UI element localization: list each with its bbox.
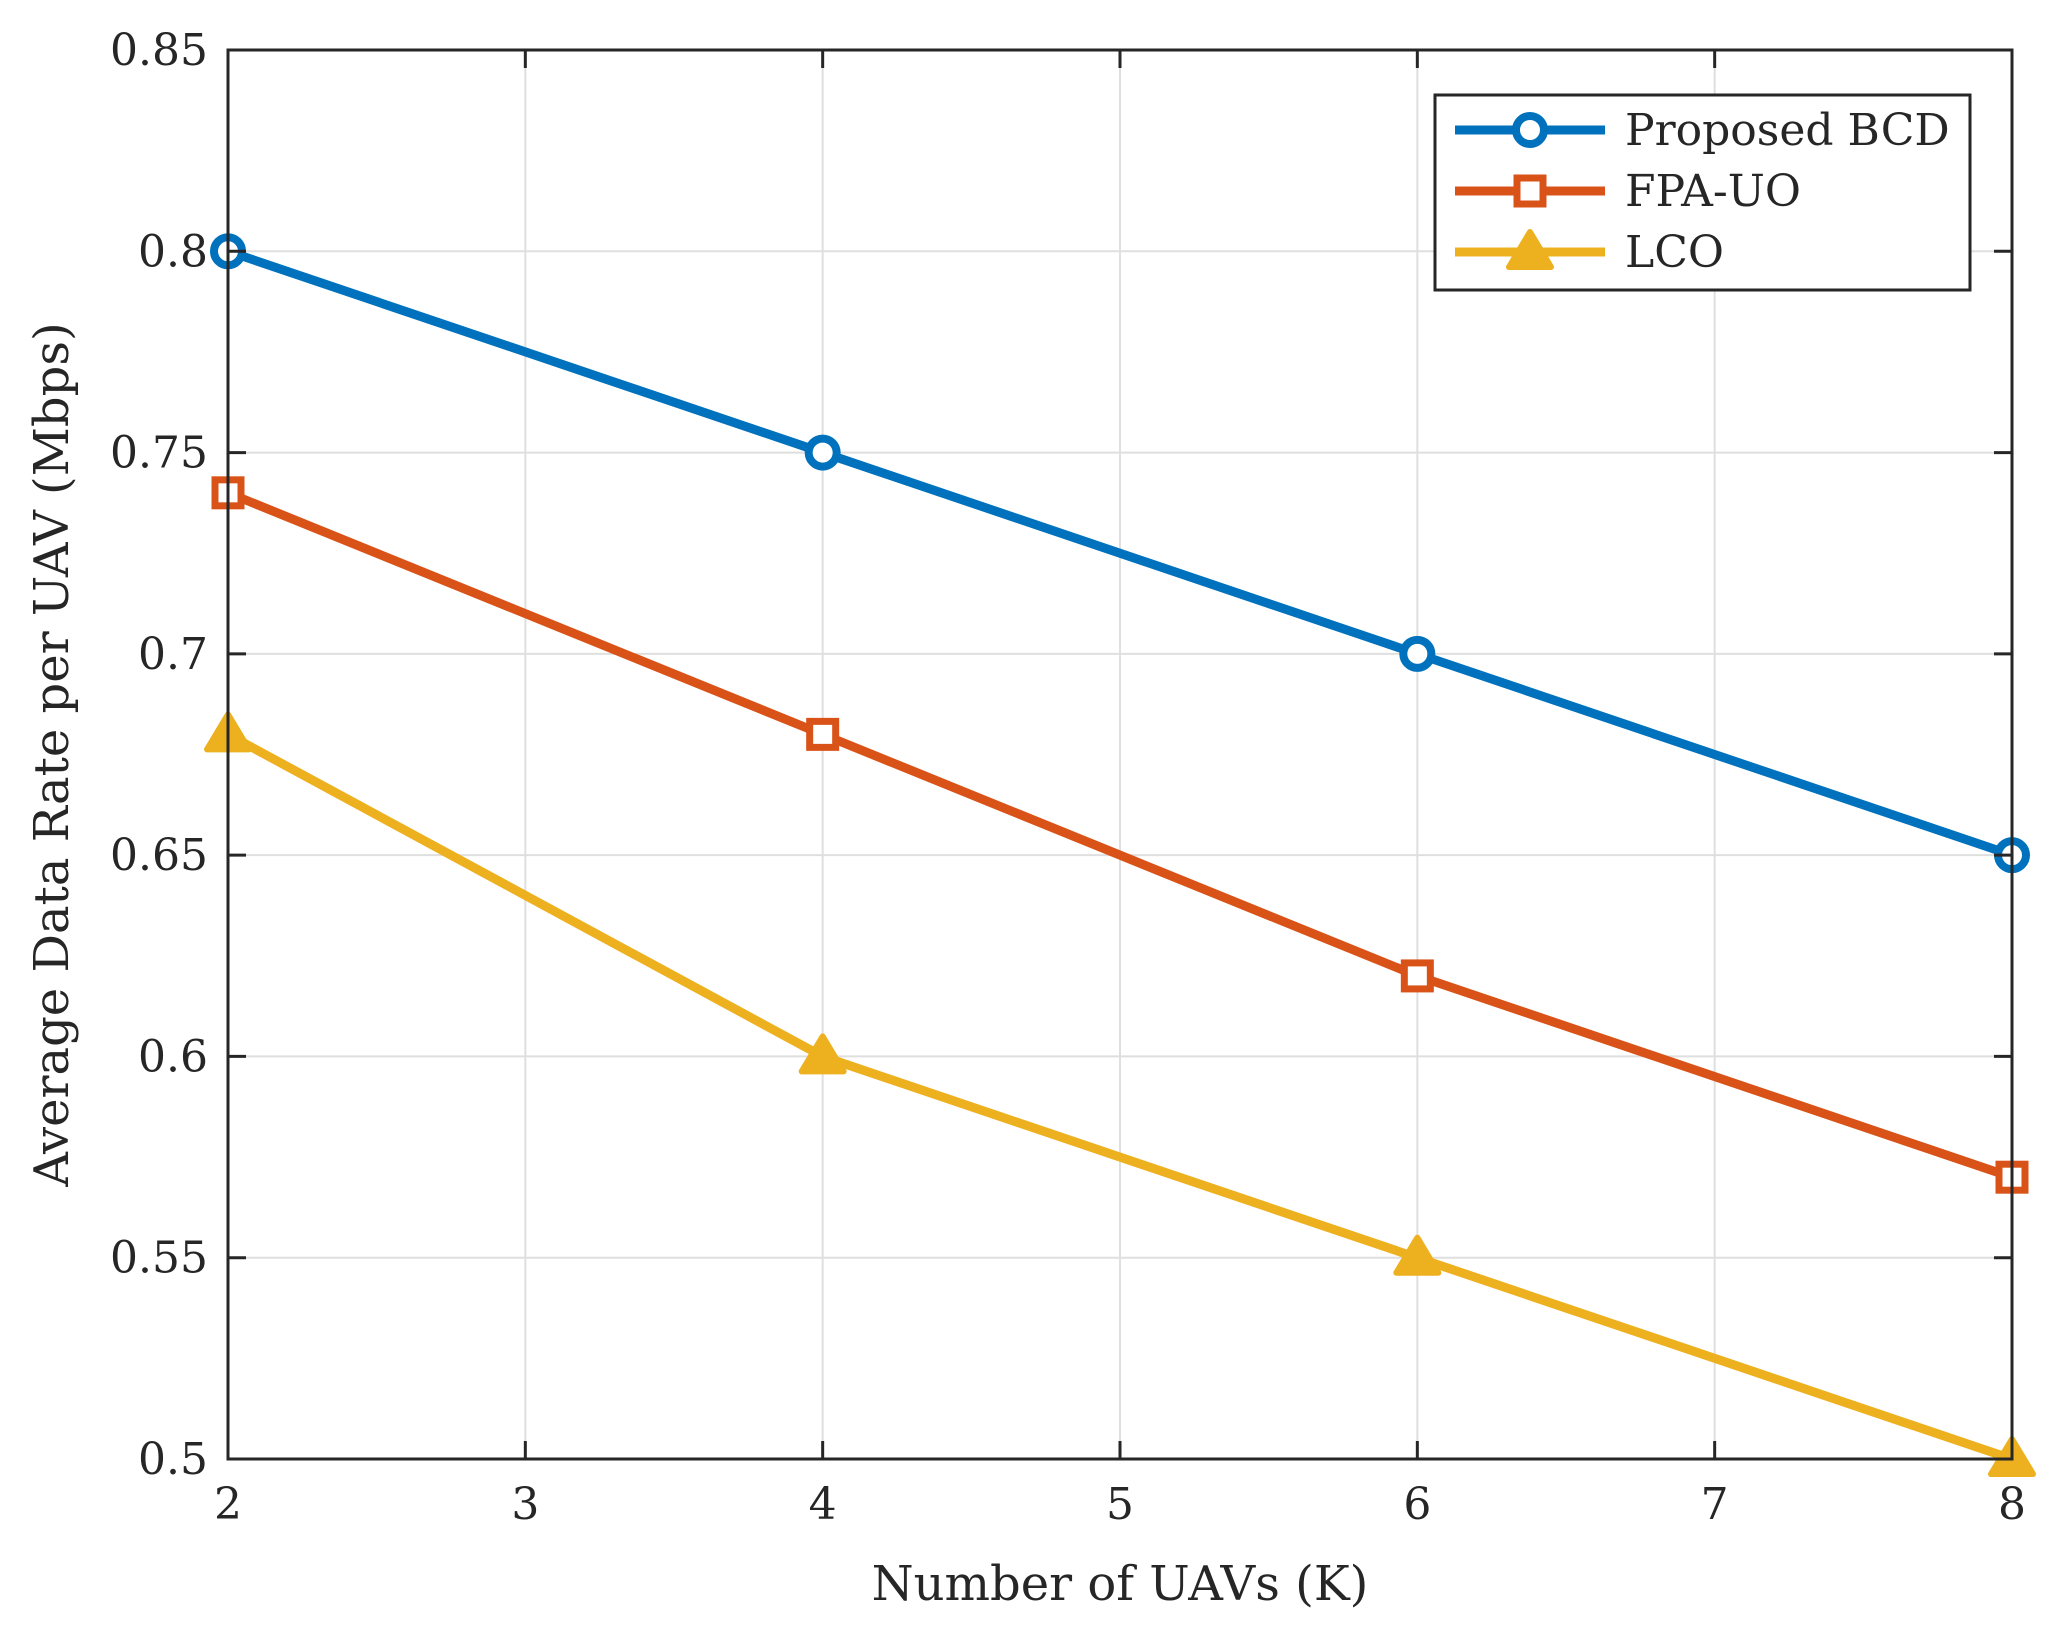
data-point — [1400, 959, 1434, 993]
data-point — [798, 1033, 847, 1075]
series-line — [223, 729, 2017, 1464]
data-point — [1399, 635, 1436, 672]
y-tick-label: 0.8 — [138, 226, 208, 277]
legend-item: FPA-UO — [1455, 166, 1801, 217]
y-tick-label: 0.7 — [138, 629, 208, 680]
x-axis-label: Number of UAVs (K) — [872, 1556, 1369, 1612]
legend-item: Proposed BCD — [1455, 105, 1950, 156]
axis-ticks: 2 3 4 5 6 7 8 0.5 0.55 0.6 0.65 0.7 0.75 0.8 0.85 — [110, 25, 2026, 1530]
legend-label: Proposed BCD — [1625, 105, 1950, 156]
x-tick-label: 3 — [511, 1479, 539, 1530]
x-tick-label: 5 — [1106, 1479, 1134, 1530]
legend-marker — [1506, 229, 1554, 270]
y-tick-label: 0.75 — [110, 428, 208, 479]
y-axis-label: Average Data Rate per UAV (Mbps) — [24, 322, 80, 1187]
x-tick-label: 7 — [1701, 1479, 1729, 1530]
legend-item: LCO — [1455, 227, 1724, 278]
series-line — [223, 246, 2017, 860]
x-tick-label: 6 — [1403, 1479, 1431, 1530]
legend-label: FPA-UO — [1625, 166, 1801, 217]
y-tick-label: 0.5 — [138, 1434, 208, 1485]
y-tick-label: 0.55 — [110, 1233, 208, 1284]
data-point — [806, 717, 840, 751]
x-tick-label: 4 — [809, 1479, 837, 1530]
y-tick-label: 0.65 — [110, 830, 208, 881]
data-point — [804, 434, 841, 471]
data-point — [1393, 1234, 1442, 1276]
legend-marker — [1513, 174, 1547, 208]
x-tick-label: 2 — [214, 1479, 242, 1530]
y-tick-label: 0.85 — [110, 25, 208, 76]
series-line — [223, 488, 2017, 1182]
legend: Proposed BCD FPA-UO LCO — [1433, 93, 1972, 292]
y-tick-label: 0.6 — [138, 1031, 208, 1082]
legend-label: LCO — [1625, 227, 1724, 278]
x-tick-label: 8 — [1998, 1479, 2026, 1530]
legend-marker — [1512, 112, 1548, 148]
